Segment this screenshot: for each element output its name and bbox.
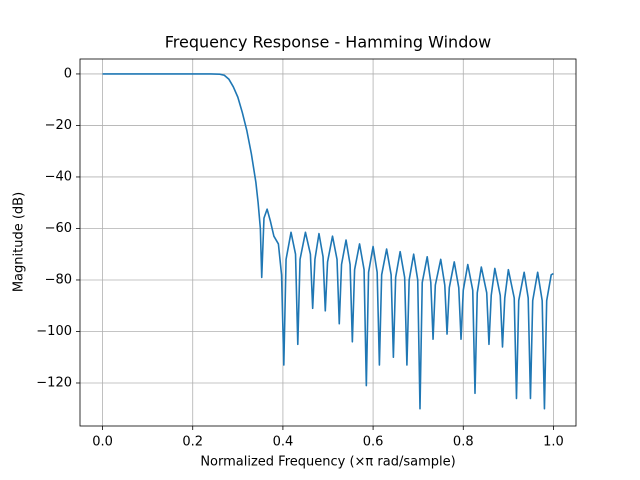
y-tick-label: 0	[64, 66, 72, 81]
y-tick-label: −80	[45, 272, 72, 287]
x-axis-label: Normalized Frequency (×π rad/sample)	[200, 455, 455, 470]
x-tick-label: 1.0	[543, 435, 564, 450]
y-tick-label: −100	[36, 324, 72, 339]
x-tick-label: 0.6	[363, 435, 384, 450]
y-tick-label: −20	[45, 118, 72, 133]
y-tick-label: −60	[45, 221, 72, 236]
plot-frame	[79, 58, 577, 427]
x-tick-label: 0.2	[182, 435, 203, 450]
x-tick-label: 0.4	[273, 435, 294, 450]
y-tick-label: −120	[36, 375, 72, 390]
y-axis-label: Magnitude (dB)	[12, 192, 27, 292]
y-tick-label: −40	[45, 169, 72, 184]
chart-title: Frequency Response - Hamming Window	[165, 33, 491, 52]
x-tick-label: 0.8	[453, 435, 474, 450]
data-line	[102, 73, 554, 410]
x-tick-label: 0.0	[92, 435, 113, 450]
